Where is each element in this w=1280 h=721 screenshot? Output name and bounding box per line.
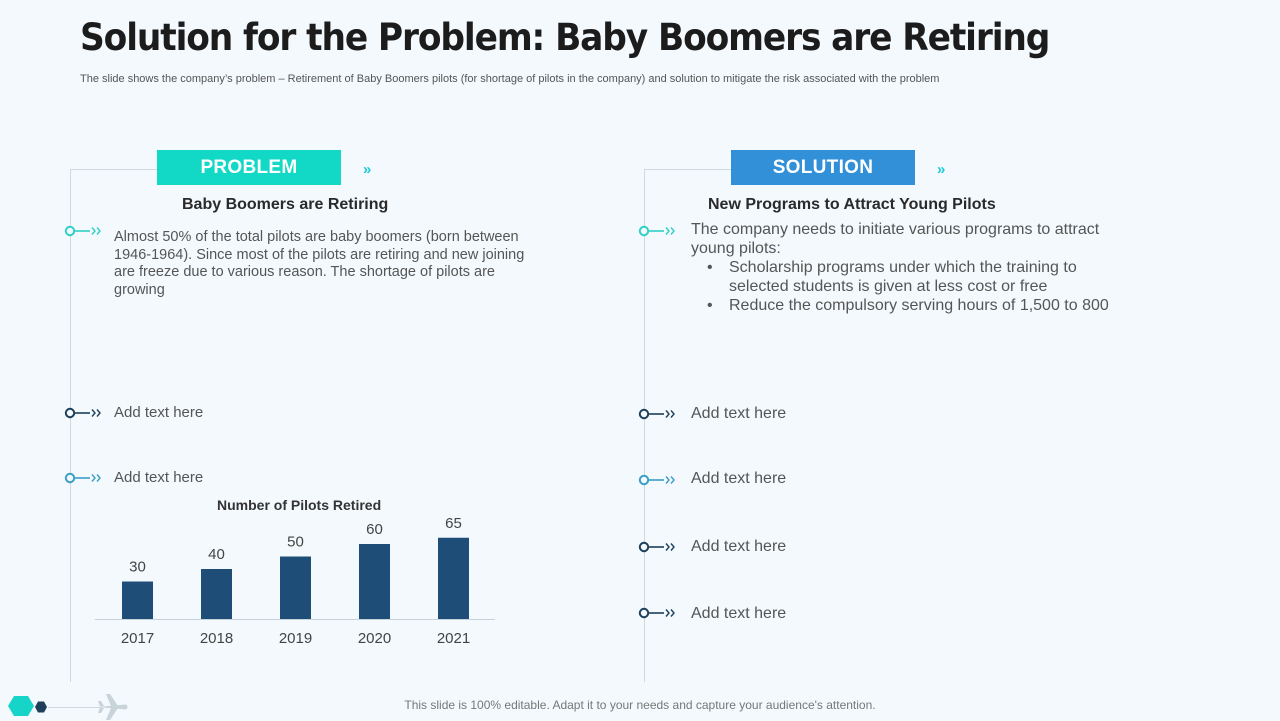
tick-label-2021: 2021	[437, 630, 470, 647]
bullet-marker-icon	[638, 473, 684, 487]
problem-chevron-icon: »	[363, 161, 372, 178]
page-title: Solution for the Problem: Baby Boomers a…	[80, 16, 1050, 59]
hexagon-icon	[8, 696, 34, 716]
footer-line	[48, 707, 100, 708]
solution-heading: New Programs to Attract Young Pilots	[708, 196, 996, 213]
data-label-2018: 40	[208, 546, 225, 563]
solution-bullet: Reduce the compulsory serving hours of 1…	[707, 296, 1131, 315]
bar-2017	[122, 581, 153, 619]
problem-connector	[70, 169, 158, 170]
bullet-marker-icon	[638, 224, 684, 238]
bar-2018	[201, 569, 232, 619]
tick-label-2018: 2018	[200, 630, 233, 647]
bullet-marker-icon	[638, 606, 684, 620]
solution-tab: SOLUTION	[731, 150, 915, 185]
page-subtitle: The slide shows the company’s problem – …	[80, 73, 940, 85]
data-label-2017: 30	[129, 559, 146, 576]
tick-label-2019: 2019	[279, 630, 312, 647]
footer-note: This slide is 100% editable. Adapt it to…	[404, 698, 876, 712]
solution-tab-label: SOLUTION	[772, 156, 874, 178]
solution-add-text-2: Add text here	[691, 470, 787, 487]
solution-bullet: Scholarship programs under which the tra…	[707, 258, 1131, 296]
problem-add-text-1: Add text here	[114, 404, 204, 421]
problem-add-text-2: Add text here	[114, 469, 204, 486]
tick-label-2017: 2017	[121, 630, 154, 647]
tick-label-2020: 2020	[358, 630, 391, 647]
airplane-icon	[98, 694, 128, 720]
problem-tab: PROBLEM	[157, 150, 341, 185]
solution-connector	[644, 169, 732, 170]
solution-body: The company needs to initiate various pr…	[691, 220, 1131, 315]
data-label-2021: 65	[445, 515, 462, 532]
small-hexagon-icon	[35, 701, 47, 713]
solution-chevron-icon: »	[937, 161, 946, 178]
solution-add-text-3: Add text here	[691, 538, 787, 555]
bar-2021	[438, 537, 469, 619]
bullet-marker-icon	[638, 407, 684, 421]
solution-bullet-list: Scholarship programs under which the tra…	[691, 258, 1131, 315]
bullet-marker-icon	[64, 406, 110, 420]
bullet-marker-icon	[638, 540, 684, 554]
pilots-retired-chart: 30 2017 40 2018 50 2019 60 2020 65 2021	[95, 515, 495, 647]
problem-paragraph: Almost 50% of the total pilots are baby …	[114, 229, 525, 298]
solution-add-text-1: Add text here	[691, 405, 787, 422]
data-label-2020: 60	[366, 521, 383, 538]
bar-2020	[359, 544, 390, 619]
solution-timeline	[644, 169, 645, 682]
problem-tab-label: PROBLEM	[200, 156, 298, 178]
problem-heading: Baby Boomers are Retiring	[182, 196, 389, 213]
chart-title: Number of Pilots Retired	[217, 497, 382, 513]
solution-add-text-4: Add text here	[691, 605, 787, 622]
bar-2019	[280, 556, 311, 619]
solution-intro: The company needs to initiate various pr…	[691, 221, 1100, 257]
data-label-2019: 50	[287, 534, 304, 551]
bullet-marker-icon	[64, 224, 110, 238]
problem-timeline	[70, 169, 71, 682]
bullet-marker-icon	[64, 471, 110, 485]
